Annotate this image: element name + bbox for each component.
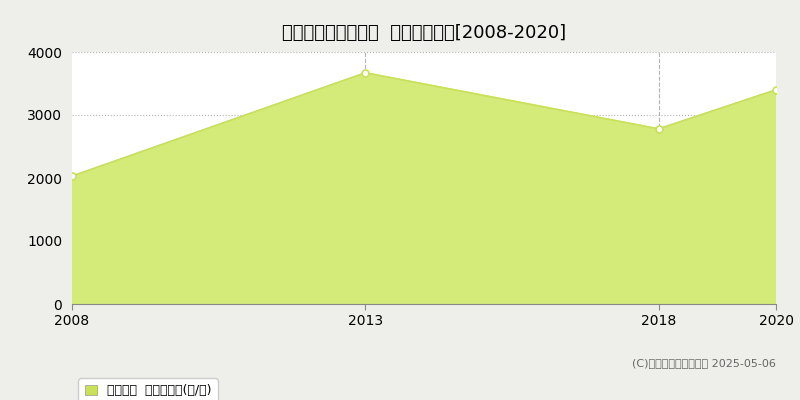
Title: 東諸県郡国富町塚原  林地価格推移[2008-2020]: 東諸県郡国富町塚原 林地価格推移[2008-2020]	[282, 24, 566, 42]
Polygon shape	[72, 73, 776, 304]
Text: (C)土地価格ドットコム 2025-05-06: (C)土地価格ドットコム 2025-05-06	[632, 358, 776, 368]
Legend: 林地価格  平均坪単価(円/坪): 林地価格 平均坪単価(円/坪)	[78, 378, 218, 400]
